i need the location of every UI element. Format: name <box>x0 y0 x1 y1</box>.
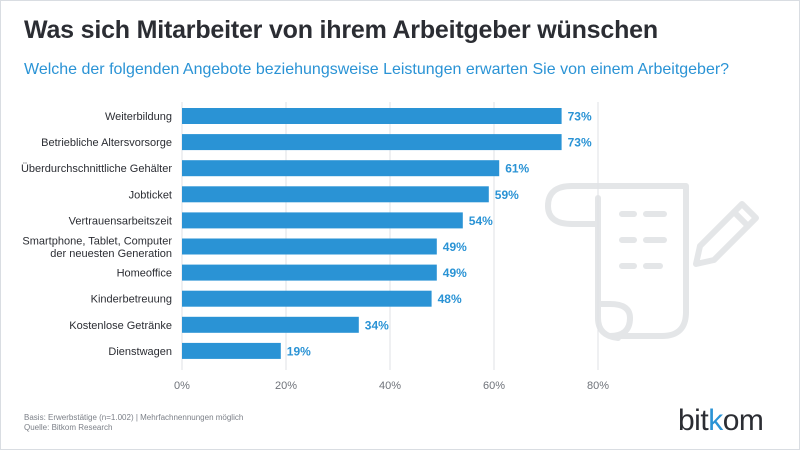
category-label: Kostenlose Getränke <box>69 320 172 332</box>
bar <box>182 290 432 307</box>
data-label: 19% <box>287 344 311 358</box>
data-label: 54% <box>469 214 493 228</box>
x-tick-label: 40% <box>379 380 401 392</box>
logo-part-1: bit <box>678 404 709 437</box>
bar <box>182 264 437 281</box>
category-label: Betriebliche Altersvorsorge <box>41 137 172 149</box>
category-label: Weiterbildung <box>105 111 172 123</box>
bitkom-logo: bitkom <box>678 404 764 438</box>
data-label: 49% <box>443 240 467 254</box>
category-label-line: der neuesten Generation <box>50 248 172 260</box>
bar <box>182 342 281 359</box>
data-label: 61% <box>505 162 529 176</box>
bar <box>182 160 500 177</box>
x-tick-label: 60% <box>483 380 505 392</box>
category-label-line: Überdurchschnittliche Gehälter <box>21 163 172 175</box>
x-tick-label: 0% <box>174 380 190 392</box>
category-label-line: Vertrauensarbeitszeit <box>69 215 172 227</box>
category-label: Vertrauensarbeitszeit <box>69 215 172 227</box>
chart-title: Was sich Mitarbeiter von ihrem Arbeitgeb… <box>24 16 658 44</box>
data-label: 59% <box>495 188 519 202</box>
category-label: Dienstwagen <box>108 346 172 358</box>
category-label: Überdurchschnittliche Gehälter <box>21 163 172 175</box>
data-label: 73% <box>568 110 592 124</box>
chart-subtitle: Welche der folgenden Angebote beziehungs… <box>24 61 730 78</box>
bar <box>182 186 489 203</box>
footnote-source: Quelle: Bitkom Research <box>24 423 113 432</box>
bar <box>182 134 562 151</box>
x-tick-label: 20% <box>275 380 297 392</box>
logo-part-accent: k <box>708 404 723 437</box>
bar <box>182 108 562 124</box>
bar <box>182 316 359 333</box>
category-label-line: Kostenlose Getränke <box>69 320 172 332</box>
category-label-line: Weiterbildung <box>105 111 172 123</box>
data-label: 73% <box>568 136 592 150</box>
x-tick-label: 80% <box>587 380 609 392</box>
logo-part-2: om <box>722 404 764 437</box>
data-label: 34% <box>365 318 389 332</box>
data-label: 49% <box>443 266 467 280</box>
category-label: Kinderbetreuung <box>91 294 172 306</box>
category-label-line: Smartphone, Tablet, Computer <box>22 235 172 247</box>
footnote-basis: Basis: Erwerbstätige (n=1.002) | Mehrfac… <box>24 413 244 422</box>
category-label: Smartphone, Tablet, Computer der neuesten… <box>22 235 172 260</box>
category-label-line: Kinderbetreuung <box>91 294 172 306</box>
data-label: 48% <box>438 292 462 306</box>
bar <box>182 238 437 255</box>
category-label: Homeoffice <box>117 268 172 280</box>
category-label-line: Dienstwagen <box>108 346 172 358</box>
category-label-line: Betriebliche Altersvorsorge <box>41 137 172 149</box>
bar <box>182 212 463 229</box>
category-label-line: Homeoffice <box>117 268 172 280</box>
category-label: Jobticket <box>129 189 172 201</box>
category-label-line: Jobticket <box>129 189 172 201</box>
footnote: Basis: Erwerbstätige (n=1.002) | Mehrfac… <box>24 413 243 433</box>
